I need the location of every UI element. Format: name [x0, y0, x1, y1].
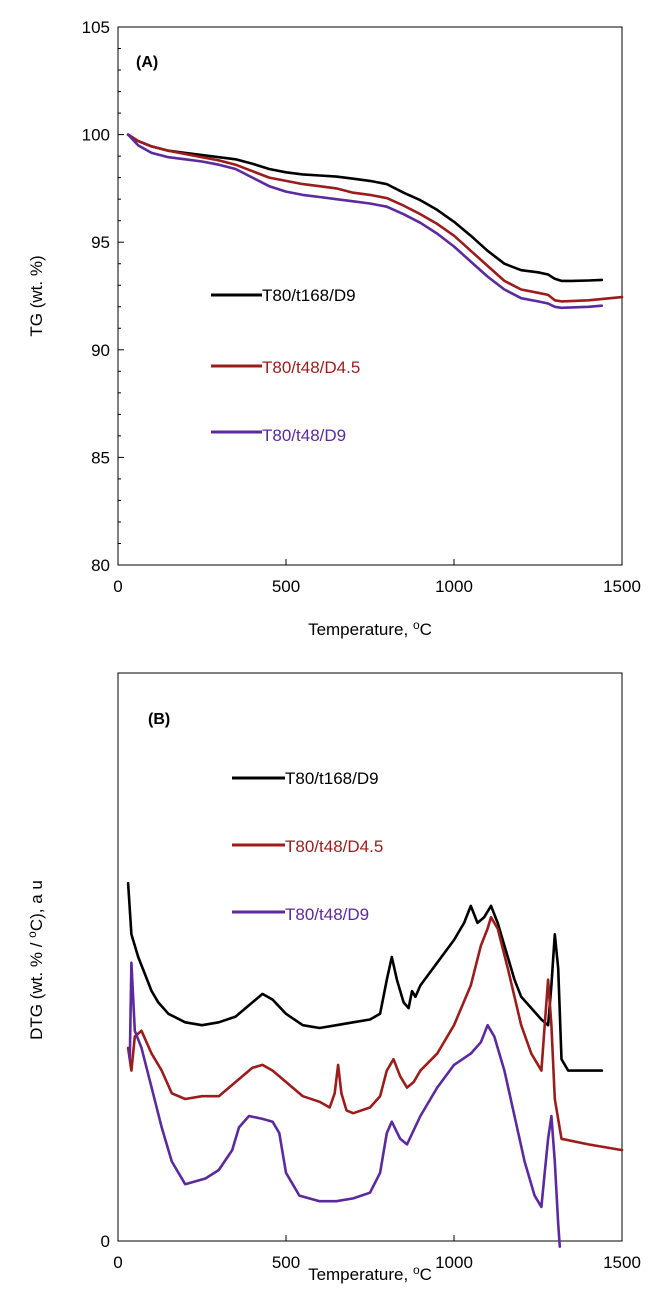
- legend-b-label-1: T80/t168/D9: [285, 769, 379, 788]
- series-line-a-2: [126, 133, 624, 303]
- legend-a-label-3: T80/t48/D9: [262, 426, 346, 445]
- x-tick-label-a-3: 1500: [603, 577, 641, 596]
- panel-b: 0 0 500 1000 1500 (B) DTG (wt. % / oC), a u…: [25, 672, 641, 1284]
- y-axis-title-b-unit: C), a u: [27, 880, 46, 931]
- y-tick-label-b-0: 0: [101, 1232, 110, 1251]
- legend-a-label-1: T80/t168/D9: [262, 286, 356, 305]
- x-axis-title-b: Temperature, oC: [308, 1263, 432, 1284]
- series-lines-b: [126, 881, 624, 1248]
- x-tick-label-a-0: 0: [113, 577, 122, 596]
- x-tick-label-b-0: 0: [113, 1253, 122, 1272]
- y-axis-a: 80 85 90 95 100 105: [82, 18, 124, 575]
- series-line-b-2: [126, 915, 624, 1152]
- plot-area-b: [117, 672, 623, 1242]
- x-axis-title-b-sup: o: [413, 1263, 420, 1277]
- x-axis-title-b-unit: C: [420, 1265, 432, 1284]
- x-axis-title-a-unit: C: [420, 620, 432, 639]
- y-tick-label-a-2: 90: [91, 341, 110, 360]
- x-axis-title-b-text: Temperature,: [308, 1265, 413, 1284]
- y-axis-title-a: TG (wt. %): [27, 255, 46, 336]
- x-axis-a: 0 500 1000 1500: [113, 559, 641, 596]
- x-axis-b: 0 500 1000 1500: [113, 1235, 641, 1272]
- x-axis-title-a: Temperature, oC: [308, 618, 432, 639]
- x-tick-label-b-2: 1000: [435, 1253, 473, 1272]
- x-tick-label-b-1: 500: [272, 1253, 300, 1272]
- panel-label-a: (A): [136, 54, 158, 71]
- legend-a-label-2: T80/t48/D4.5: [262, 358, 360, 377]
- y-tick-label-a-3: 95: [91, 233, 110, 252]
- y-axis-b: 0: [101, 1232, 124, 1251]
- y-axis-title-b: DTG (wt. % / oC), a u: [25, 880, 46, 1040]
- legend-b: T80/t168/D9 T80/t48/D4.5 T80/t48/D9: [232, 769, 383, 924]
- y-axis-title-b-text: DTG (wt. % /: [27, 938, 46, 1040]
- y-tick-label-a-4: 100: [82, 126, 110, 145]
- x-axis-title-a-text: Temperature,: [308, 620, 413, 639]
- legend-b-label-3: T80/t48/D9: [285, 905, 369, 924]
- x-tick-label-a-1: 500: [272, 577, 300, 596]
- series-lines-a: [126, 133, 624, 310]
- legend-b-label-2: T80/t48/D4.5: [285, 837, 383, 856]
- plot-area-a: [117, 26, 623, 566]
- y-tick-label-a-1: 85: [91, 448, 110, 467]
- x-axis-title-a-sup: o: [413, 618, 420, 632]
- panel-label-b: (B): [148, 711, 170, 728]
- y-axis-title-b-sup: o: [25, 931, 39, 938]
- x-tick-label-a-2: 1000: [435, 577, 473, 596]
- y-tick-label-a-5: 105: [82, 18, 110, 37]
- legend-a: T80/t168/D9 T80/t48/D4.5 T80/t48/D9: [211, 286, 360, 445]
- series-line-b-3: [128, 961, 562, 1248]
- series-line-a-1: [126, 133, 604, 283]
- panel-a: 80 85 90 95 100 105 0 500 1000 1500 (A) TG (wt. …: [27, 18, 641, 639]
- series-line-a-3: [126, 133, 604, 310]
- series-line-b-1: [126, 881, 604, 1072]
- x-tick-label-b-3: 1500: [603, 1253, 641, 1272]
- y-tick-label-a-0: 80: [91, 556, 110, 575]
